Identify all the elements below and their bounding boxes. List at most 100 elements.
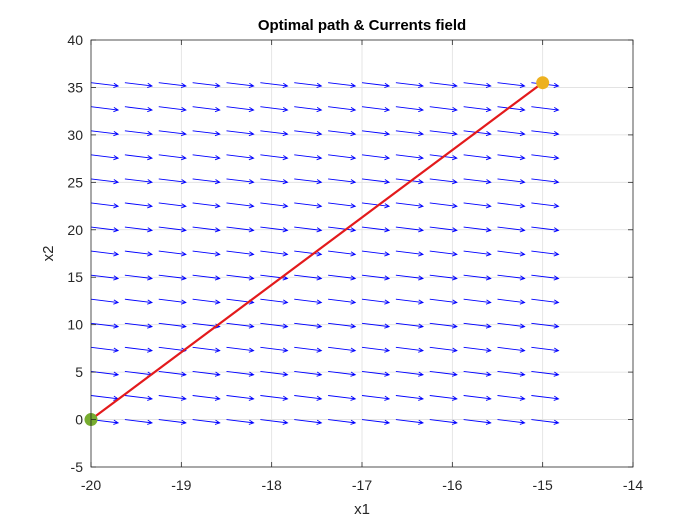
current-arrow [429, 395, 458, 401]
current-arrow [429, 370, 458, 377]
current-arrow [294, 82, 323, 89]
current-arrow [531, 370, 560, 377]
x-tick-label: -15 [533, 477, 553, 493]
y-axis-label: x2 [40, 246, 57, 262]
current-arrow [429, 178, 458, 185]
current-arrow [294, 370, 323, 377]
y-tick-label: 5 [75, 364, 83, 380]
current-arrow [90, 130, 120, 137]
current-arrow [260, 106, 289, 113]
current-arrow [226, 154, 255, 161]
current-arrow [226, 419, 255, 425]
current-arrow [226, 106, 255, 113]
current-arrow [192, 178, 221, 185]
current-arrow [497, 178, 526, 185]
current-arrow [90, 346, 120, 353]
y-tick-label: 15 [67, 269, 83, 285]
current-arrow [361, 130, 391, 137]
y-tick-label: 35 [67, 79, 83, 95]
current-arrow [328, 322, 357, 329]
current-arrow [226, 82, 255, 89]
current-arrow [124, 419, 154, 425]
current-arrow [260, 419, 289, 425]
current-arrow [192, 419, 221, 425]
current-arrow [497, 298, 526, 305]
current-arrow [192, 274, 221, 281]
current-arrow [395, 178, 425, 185]
current-arrow [124, 250, 154, 257]
current-arrow [497, 395, 526, 401]
current-arrow [294, 346, 323, 353]
current-arrow [90, 106, 120, 113]
current-arrow [226, 322, 255, 329]
current-arrow [497, 154, 526, 161]
current-arrow [531, 419, 560, 425]
current-arrow [463, 395, 492, 401]
current-arrow [158, 82, 187, 89]
current-arrow [260, 250, 289, 257]
current-arrow [90, 82, 120, 89]
current-arrow [158, 419, 187, 425]
current-arrow [429, 322, 458, 329]
current-arrow [531, 106, 560, 113]
current-arrow [260, 298, 289, 305]
current-arrow [90, 202, 120, 209]
current-arrow [192, 298, 221, 305]
current-arrow [328, 346, 357, 353]
current-arrow [192, 130, 221, 137]
current-arrow [124, 154, 154, 161]
current-arrow [328, 154, 357, 161]
current-arrow [226, 250, 255, 257]
current-arrow [463, 370, 492, 377]
current-arrow [90, 322, 120, 329]
current-arrow [192, 106, 221, 113]
current-arrow [463, 106, 492, 113]
current-arrow [158, 250, 187, 257]
current-arrow [158, 202, 187, 209]
current-arrow [90, 274, 120, 281]
current-arrow [328, 298, 357, 305]
current-arrow [124, 395, 154, 401]
current-arrow [531, 178, 560, 185]
current-arrow [294, 274, 323, 281]
current-arrow [463, 274, 492, 281]
y-tick-label: 30 [67, 127, 83, 143]
current-arrow [361, 154, 391, 161]
current-arrow [429, 106, 458, 113]
current-arrow [328, 370, 357, 377]
current-arrow [328, 106, 357, 113]
current-arrow [429, 82, 458, 89]
y-tick-label: 20 [67, 222, 83, 238]
current-arrow [328, 250, 357, 257]
x-tick-label: -19 [171, 477, 191, 493]
current-arrow [429, 226, 458, 233]
current-arrow [361, 178, 391, 185]
current-arrow [226, 226, 255, 233]
current-arrow [260, 82, 289, 89]
current-arrow [260, 395, 289, 401]
current-arrow [158, 106, 187, 113]
current-arrow [531, 130, 560, 137]
current-arrow [294, 419, 323, 425]
current-arrow [429, 202, 458, 209]
current-arrow [294, 250, 323, 257]
current-arrow [395, 322, 425, 329]
x-axis-ticks: -20 -19 -18 -17 -16 -15 -14 [81, 40, 643, 493]
current-arrow [497, 130, 526, 137]
current-arrow [429, 130, 458, 137]
current-arrow [531, 202, 560, 209]
currents-field [90, 82, 560, 425]
current-arrow [124, 82, 154, 89]
current-arrow [531, 395, 560, 401]
optimal-path-line [90, 81, 544, 421]
y-axis-ticks: -5 0 5 10 15 20 25 30 35 40 [67, 32, 633, 475]
current-arrow [328, 419, 357, 425]
current-arrow [226, 130, 255, 137]
current-arrow [124, 178, 154, 185]
current-arrow [294, 226, 323, 233]
current-arrow [361, 250, 391, 257]
current-arrow [226, 178, 255, 185]
current-arrow [531, 298, 560, 305]
